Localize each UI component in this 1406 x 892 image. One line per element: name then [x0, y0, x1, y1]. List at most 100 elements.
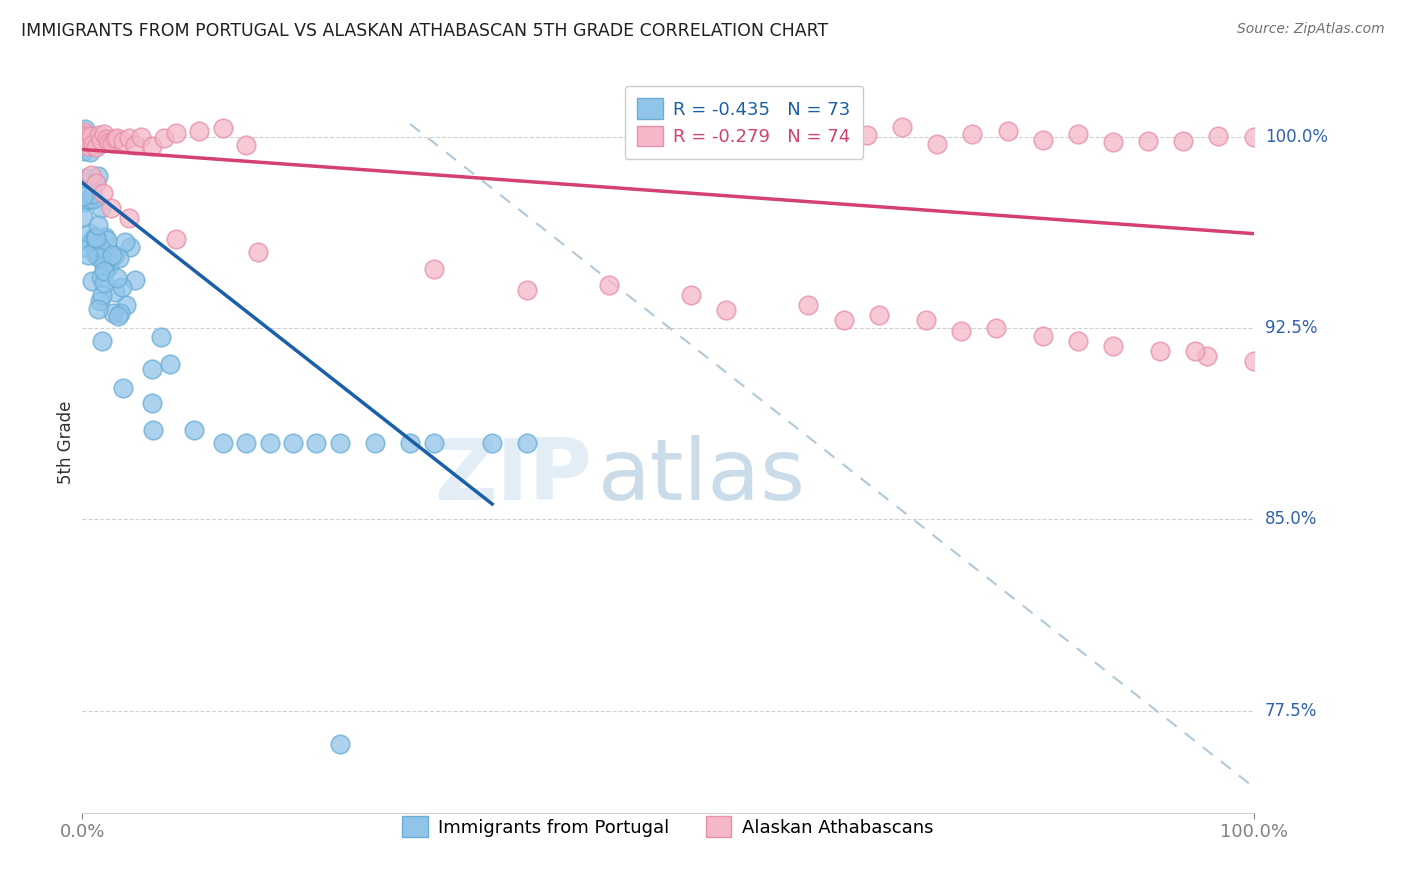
Text: ZIP: ZIP	[434, 434, 592, 517]
Point	[82, 136, 104, 151]
Point	[111, 279, 134, 293]
Point	[101, 136, 124, 150]
Point	[364, 435, 387, 450]
Point	[115, 298, 138, 312]
Point	[235, 137, 257, 152]
Text: 85.0%: 85.0%	[1265, 510, 1317, 528]
Point	[80, 187, 103, 202]
Point	[93, 127, 115, 141]
Point	[96, 233, 118, 247]
Point	[797, 298, 820, 312]
Point	[856, 128, 879, 142]
Text: atlas: atlas	[598, 434, 806, 517]
Point	[82, 192, 104, 206]
Legend: Immigrants from Portugal, Alaskan Athabascans: Immigrants from Portugal, Alaskan Athaba…	[395, 809, 941, 844]
Point	[91, 251, 114, 265]
Point	[329, 737, 352, 751]
Point	[481, 435, 503, 450]
Point	[149, 329, 172, 343]
Point	[211, 120, 233, 135]
Point	[104, 285, 127, 299]
Point	[235, 435, 257, 450]
Point	[73, 145, 96, 159]
Point	[129, 129, 152, 144]
Point	[90, 270, 112, 285]
Point	[141, 423, 163, 437]
Point	[1243, 354, 1265, 368]
Point	[77, 192, 100, 206]
Point	[100, 248, 122, 262]
Point	[108, 306, 131, 320]
Point	[91, 334, 114, 348]
Point	[73, 122, 96, 136]
Point	[94, 264, 117, 278]
Point	[112, 134, 135, 148]
Point	[104, 132, 127, 146]
Point	[76, 133, 98, 147]
Point	[281, 435, 304, 450]
Point	[87, 250, 110, 264]
Text: IMMIGRANTS FROM PORTUGAL VS ALASKAN ATHABASCAN 5TH GRADE CORRELATION CHART: IMMIGRANTS FROM PORTUGAL VS ALASKAN ATHA…	[21, 22, 828, 40]
Point	[422, 435, 444, 450]
Point	[914, 313, 936, 327]
Point	[93, 259, 115, 273]
Point	[118, 240, 141, 254]
Point	[399, 435, 422, 450]
Point	[108, 251, 131, 265]
Point	[107, 309, 129, 323]
Point	[77, 129, 100, 144]
Point	[73, 132, 96, 146]
Point	[83, 230, 105, 244]
Point	[84, 139, 107, 153]
Point	[516, 283, 538, 297]
Point	[118, 131, 141, 145]
Point	[832, 313, 855, 327]
Point	[105, 271, 128, 285]
Point	[87, 128, 110, 142]
Point	[90, 287, 112, 301]
Point	[98, 136, 121, 150]
Point	[188, 124, 211, 138]
Point	[89, 240, 111, 254]
Text: 100.0%: 100.0%	[1265, 128, 1327, 145]
Point	[100, 201, 122, 215]
Point	[77, 248, 100, 262]
Point	[80, 235, 103, 249]
Point	[111, 381, 134, 395]
Point	[94, 229, 117, 244]
Point	[1195, 349, 1218, 363]
Point	[516, 435, 538, 450]
Point	[76, 135, 98, 149]
Point	[73, 239, 96, 253]
Point	[246, 244, 269, 259]
Point	[90, 201, 112, 215]
Point	[716, 126, 738, 140]
Point	[84, 238, 107, 252]
Point	[89, 136, 111, 151]
Point	[1149, 343, 1171, 358]
Point	[72, 189, 94, 203]
Point	[93, 277, 115, 291]
Point	[1184, 343, 1206, 358]
Point	[211, 435, 233, 450]
Point	[1067, 334, 1090, 348]
Point	[786, 125, 808, 139]
Point	[80, 168, 103, 182]
Text: 92.5%: 92.5%	[1265, 319, 1317, 337]
Point	[98, 259, 121, 273]
Point	[984, 321, 1007, 335]
Point	[103, 306, 125, 320]
Point	[329, 435, 352, 450]
Point	[105, 131, 128, 145]
Point	[165, 126, 187, 140]
Point	[87, 244, 110, 258]
Point	[1243, 130, 1265, 145]
Point	[716, 303, 738, 318]
Point	[72, 125, 94, 139]
Point	[141, 396, 163, 410]
Point	[114, 235, 136, 250]
Point	[141, 139, 163, 153]
Point	[949, 324, 972, 338]
Point	[141, 361, 163, 376]
Point	[87, 302, 110, 317]
